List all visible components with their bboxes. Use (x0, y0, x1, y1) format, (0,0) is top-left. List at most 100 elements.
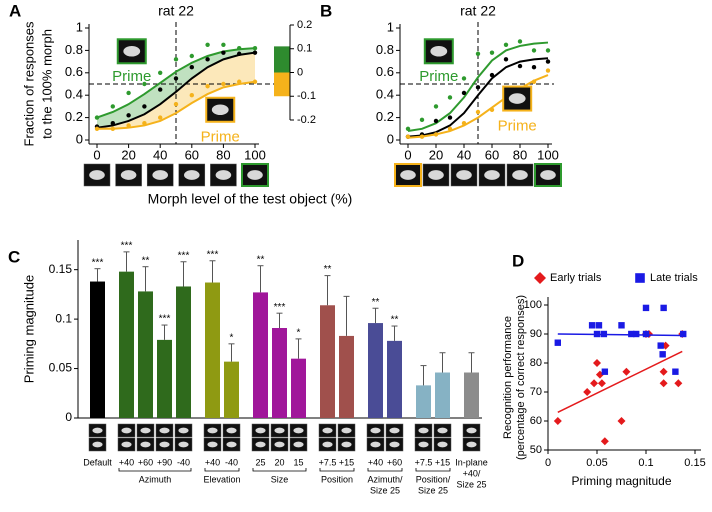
chart-title: rat 22 (158, 3, 194, 19)
thumbnail-shape (293, 441, 304, 448)
x-tick-label: 20 (429, 147, 443, 162)
legend-marker (635, 273, 645, 283)
thumbnail-shape (370, 441, 381, 448)
fit-line (407, 41, 549, 133)
category-label: +15 (435, 457, 450, 467)
y-tick-label: 0 (387, 131, 394, 146)
data-point (475, 109, 481, 115)
data-point (221, 81, 226, 87)
x-tick-label: 0.15 (684, 457, 705, 469)
data-point (617, 417, 626, 425)
significance: * (230, 332, 234, 343)
y-tick-label: 0.8 (376, 42, 394, 57)
y2-tick-label: 0 (297, 66, 303, 78)
data-point (545, 48, 551, 53)
data-point (672, 368, 679, 375)
data-point (583, 388, 592, 396)
y-tick-label: 0.2 (376, 109, 394, 124)
thumbnail-shape (540, 170, 556, 180)
category-label: Default (83, 457, 112, 467)
bar (157, 339, 172, 418)
thumbnail-shape (121, 441, 132, 448)
y2-tick-label: 0.1 (297, 43, 312, 55)
bar (339, 335, 354, 418)
thumbnail-shape (322, 441, 333, 448)
data-point (142, 121, 147, 126)
thumbnail-shape (92, 427, 103, 434)
data-point (173, 57, 179, 62)
thumbnail-shape (123, 46, 141, 57)
bar (387, 340, 402, 418)
data-point (553, 417, 562, 425)
chart-title: rat 22 (460, 3, 496, 19)
y-tick-label: 90 (530, 328, 542, 340)
group-bracket (204, 468, 240, 472)
y-axis-label: (percentage of correct responses) (515, 295, 527, 460)
thumbnail-shape (437, 427, 448, 434)
data-point (593, 359, 601, 367)
data-point (173, 76, 179, 81)
data-point (158, 87, 163, 92)
data-point (642, 304, 650, 312)
data-point (618, 322, 625, 329)
panel-label: A (9, 1, 21, 20)
data-point (461, 121, 467, 126)
data-point (110, 104, 116, 109)
group-bracket (118, 468, 192, 472)
group-bracket (319, 468, 355, 472)
significance: *** (207, 249, 219, 260)
bar (205, 282, 220, 418)
data-point (142, 104, 147, 109)
series-label: Prime (112, 68, 151, 85)
thumbnail-shape (512, 170, 528, 180)
category-label: +40/ (463, 468, 481, 478)
legend-label: Late trials (650, 272, 698, 284)
category-label: +7.5 (319, 457, 337, 467)
data-point (461, 90, 467, 96)
thumbnail-shape (226, 441, 237, 448)
shaded-region (97, 52, 255, 129)
thumbnail-shape (120, 170, 137, 180)
fit-line (407, 57, 549, 138)
fit-line (97, 80, 256, 130)
data-point (659, 379, 668, 388)
data-point (657, 342, 664, 349)
x-tick-label: 0.05 (586, 457, 607, 469)
data-point (173, 101, 179, 107)
data-point (205, 84, 210, 89)
category-label: +40 (368, 457, 383, 467)
category-label: +15 (339, 457, 354, 467)
bar (272, 328, 287, 418)
thumbnail-shape (255, 441, 266, 448)
fit-line (96, 47, 256, 119)
thumbnail-shape (178, 441, 189, 448)
y-tick-label: 50 (530, 444, 542, 456)
significance: ** (324, 264, 332, 275)
y-tick-label: 0.4 (376, 87, 394, 102)
y-tick-label: 0.05 (49, 361, 73, 375)
thumbnail-shape (140, 427, 151, 434)
thumbnail-shape (207, 427, 218, 434)
thumbnail-shape (389, 427, 400, 434)
panel-label: B (320, 1, 332, 20)
thumbnail-shape (274, 427, 285, 434)
x-tick-label: 40 (153, 147, 167, 162)
data-point (433, 104, 439, 109)
thumbnail-shape (274, 441, 285, 448)
thumbnail-shape (484, 170, 500, 180)
bar (320, 305, 335, 418)
fit-line (557, 350, 683, 413)
x-axis-label: Morph level of the test object (%) (148, 191, 353, 207)
x-tick-label: 100 (244, 147, 266, 162)
thumbnail-shape (400, 170, 416, 180)
bar (119, 271, 134, 418)
data-point (600, 437, 609, 446)
series-label: Prime (201, 129, 240, 146)
y2-tick-label: -0.1 (297, 90, 316, 102)
data-point (405, 126, 411, 131)
data-point (237, 45, 242, 51)
significance: *** (274, 302, 286, 313)
data-point (94, 115, 100, 120)
category-label: -40 (225, 457, 238, 467)
thumbnail-shape (466, 441, 477, 448)
